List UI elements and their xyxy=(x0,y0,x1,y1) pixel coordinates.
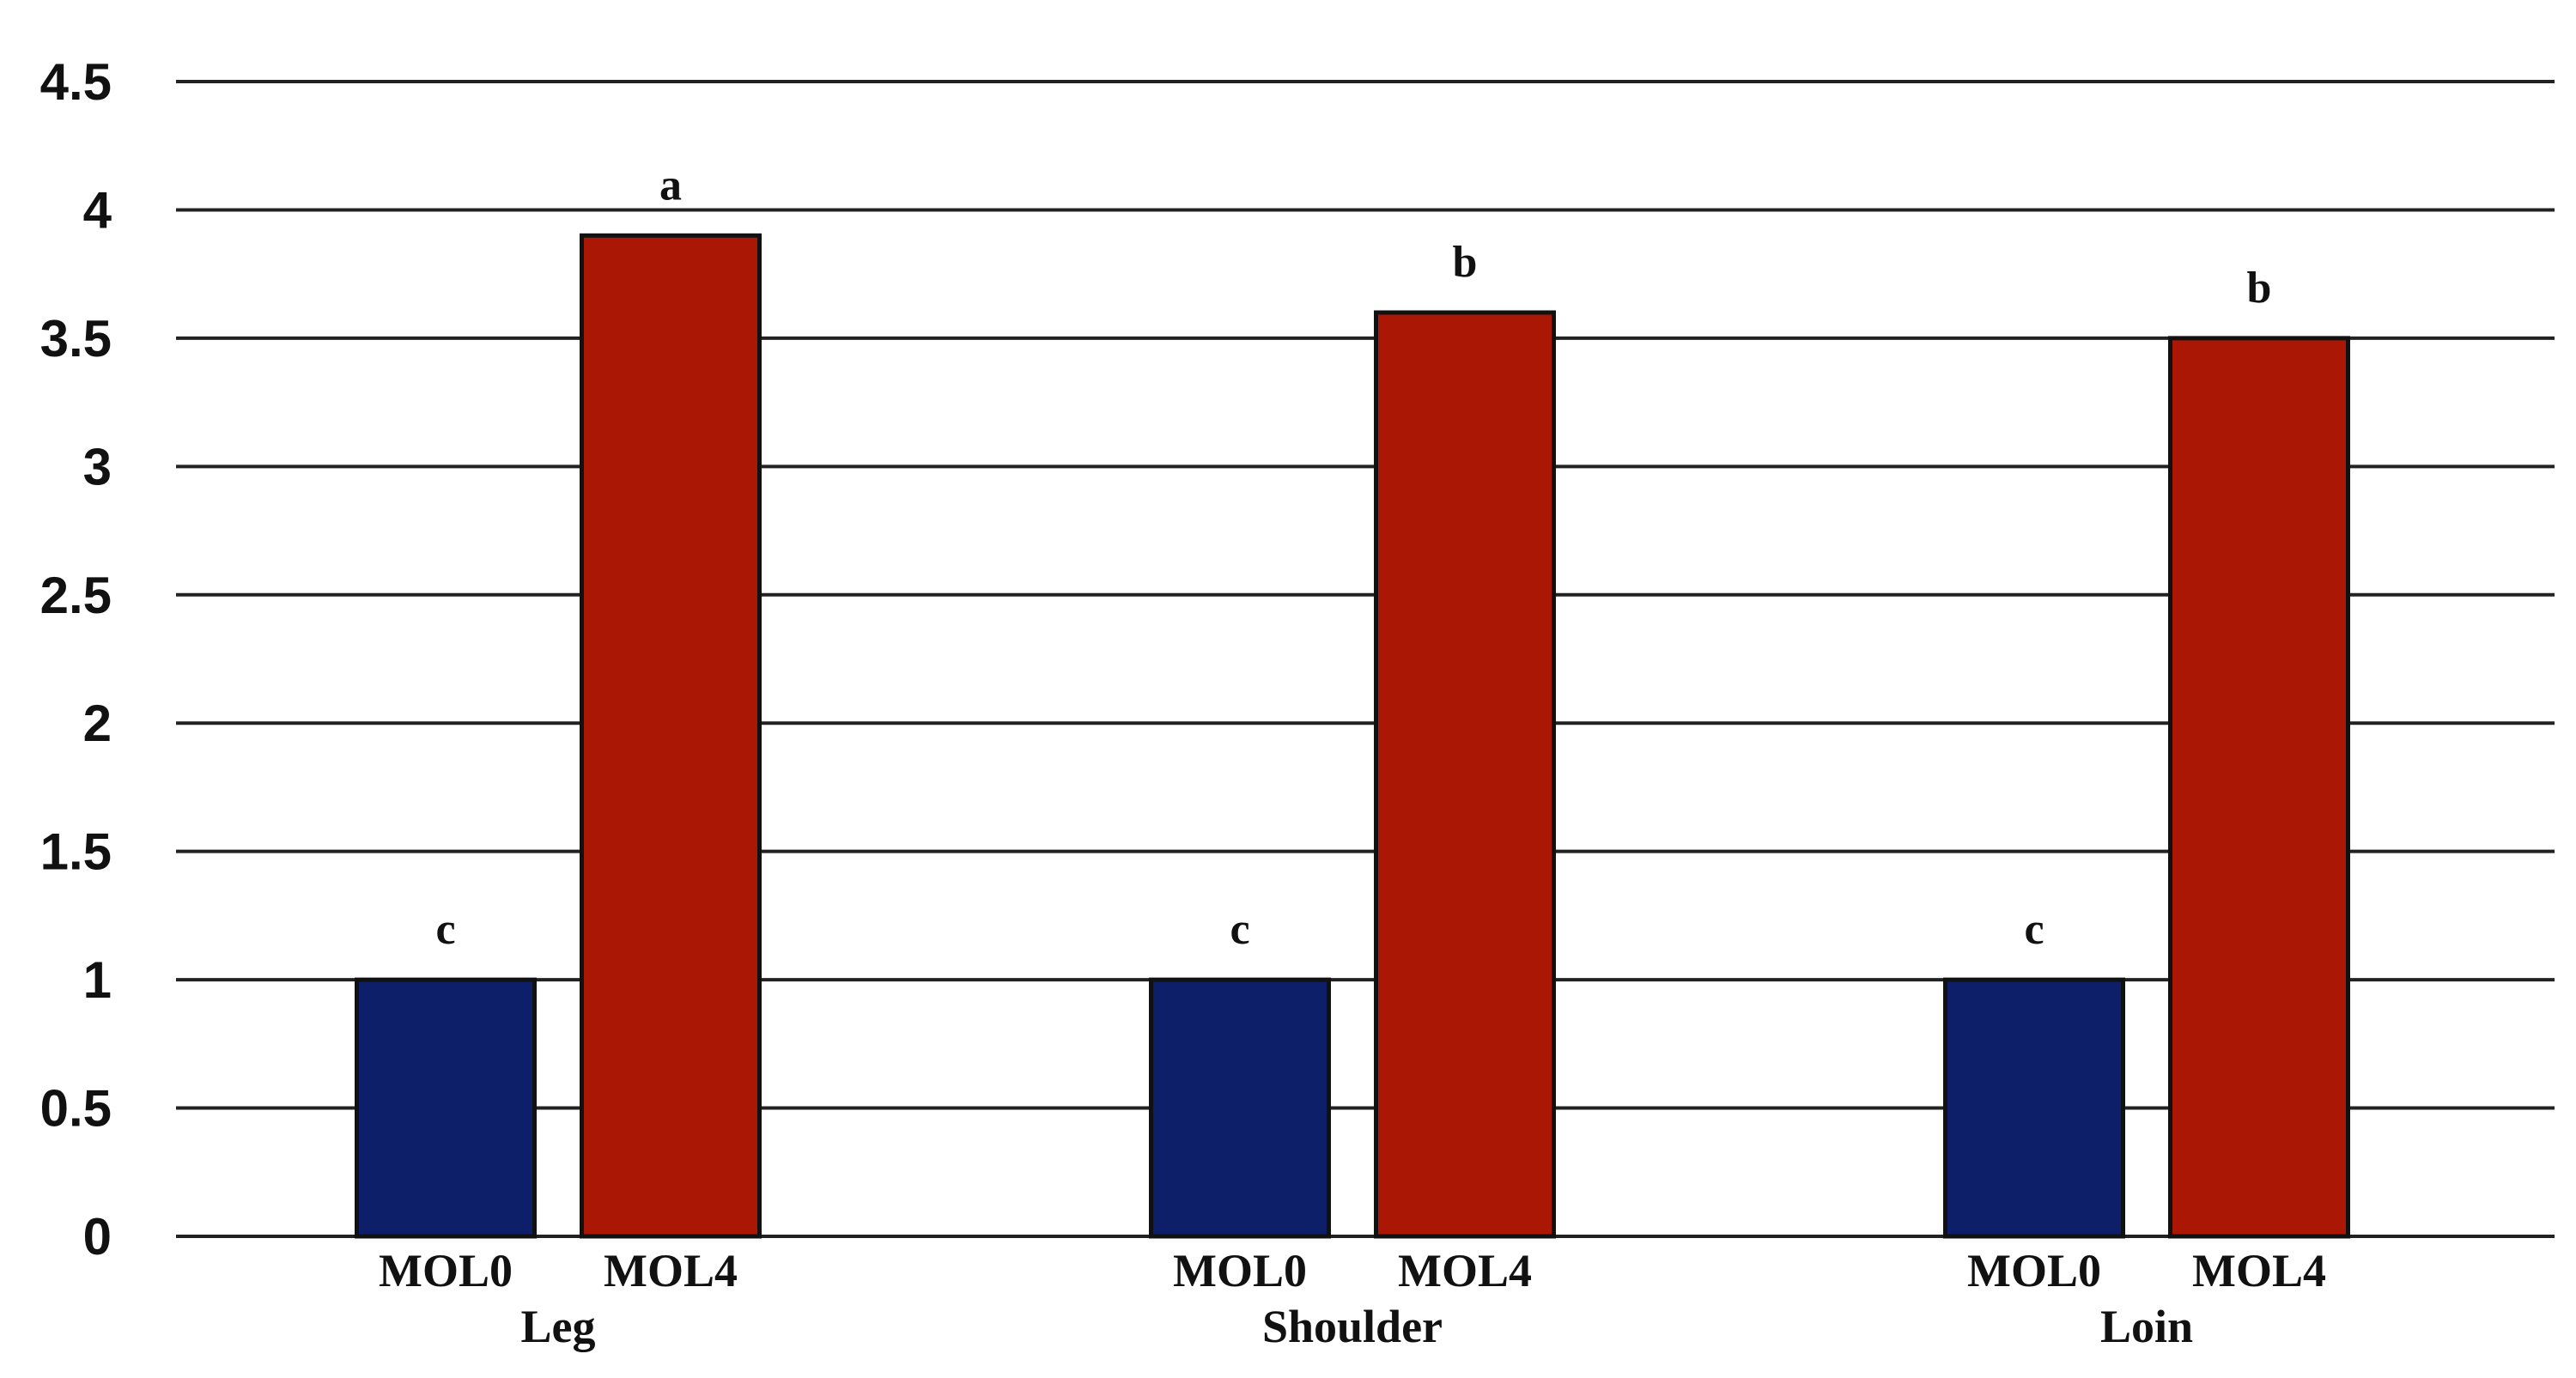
y-tick-label: 2.5 xyxy=(40,567,112,624)
bars-layer xyxy=(355,233,2350,1239)
y-tick-label: 0 xyxy=(83,1208,112,1266)
y-tick-label: 1 xyxy=(83,951,112,1009)
y-tick-label: 0.5 xyxy=(40,1080,112,1138)
y-tick-label: 4.5 xyxy=(40,53,112,111)
x-tick-label: MOL4 xyxy=(1398,1245,1532,1296)
x-tick-label: MOL0 xyxy=(1967,1245,2101,1296)
bar-loin-mol0 xyxy=(1943,977,2125,1239)
bar-leg-mol4 xyxy=(580,233,762,1239)
y-tick-label: 2 xyxy=(83,695,112,752)
x-tick-label: MOL0 xyxy=(1173,1245,1307,1296)
significance-label: b xyxy=(1453,238,1478,287)
x-tick-label: MOL4 xyxy=(604,1245,738,1296)
group-label: Shoulder xyxy=(1262,1301,1443,1352)
y-tick-label: 4 xyxy=(83,181,112,239)
significance-label: a xyxy=(659,161,682,209)
x-tick-label: MOL4 xyxy=(2192,1245,2326,1296)
bar-shoulder-mol0 xyxy=(1149,977,1331,1239)
group-label: Loin xyxy=(2100,1301,2193,1352)
bar-shoulder-mol4 xyxy=(1374,310,1556,1239)
y-axis-ticks: 0 0.5 1 1.5 2 2.5 3 3.5 4 4.5 xyxy=(40,53,112,1266)
grid-layer xyxy=(176,80,2555,1238)
x-tick-label: MOL0 xyxy=(379,1245,513,1296)
significance-label: c xyxy=(1230,905,1249,954)
bar-leg-mol0 xyxy=(355,977,537,1239)
significance-label: c xyxy=(2024,905,2044,954)
bar-loin-mol4 xyxy=(2168,336,2350,1239)
y-tick-label: 3 xyxy=(83,438,112,495)
significance-label: b xyxy=(2247,264,2272,313)
labels-layer: cMOL0aMOL4LegcMOL0bMOL4ShouldercMOL0bMOL… xyxy=(379,161,2326,1352)
significance-label: c xyxy=(435,905,455,954)
group-label: Leg xyxy=(521,1301,596,1352)
y-tick-label: 3.5 xyxy=(40,310,112,367)
y-tick-label: 1.5 xyxy=(40,823,112,881)
